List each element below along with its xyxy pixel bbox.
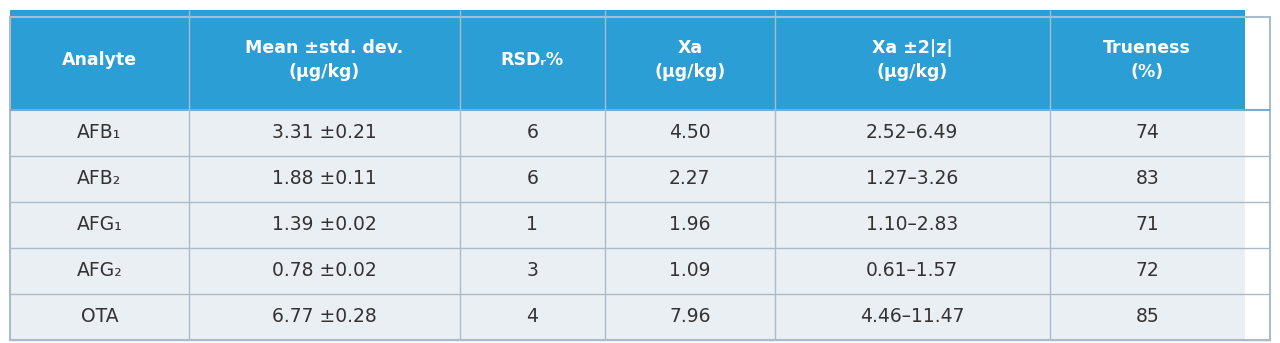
Bar — [189, 10, 460, 110]
Bar — [10, 248, 189, 294]
Bar — [774, 294, 1050, 340]
Text: OTA: OTA — [81, 308, 118, 327]
Bar — [10, 294, 189, 340]
Bar — [460, 156, 604, 202]
Text: Xa
(μg/kg): Xa (μg/kg) — [654, 39, 726, 81]
Bar — [189, 294, 460, 340]
Text: 7.96: 7.96 — [669, 308, 710, 327]
Bar — [189, 110, 460, 156]
Bar — [1050, 202, 1244, 248]
Text: AFG₂: AFG₂ — [77, 261, 123, 281]
Bar — [604, 110, 774, 156]
Bar — [460, 202, 604, 248]
Text: Xa ±2|z|
(μg/kg): Xa ±2|z| (μg/kg) — [872, 39, 952, 81]
Text: 3.31 ±0.21: 3.31 ±0.21 — [271, 123, 376, 142]
Bar — [1050, 294, 1244, 340]
Bar — [460, 248, 604, 294]
Bar — [774, 202, 1050, 248]
Text: 1.39 ±0.02: 1.39 ±0.02 — [271, 215, 376, 235]
Bar — [1050, 156, 1244, 202]
Text: 3: 3 — [526, 261, 538, 281]
Bar — [10, 10, 189, 110]
Bar — [1050, 248, 1244, 294]
Text: 6: 6 — [526, 123, 538, 142]
Text: 1.09: 1.09 — [669, 261, 710, 281]
Bar — [774, 10, 1050, 110]
Bar — [604, 10, 774, 110]
Text: 1.96: 1.96 — [669, 215, 710, 235]
Bar — [604, 248, 774, 294]
Bar — [1050, 110, 1244, 156]
Text: Trueness
(%): Trueness (%) — [1103, 39, 1192, 81]
Bar — [774, 248, 1050, 294]
Text: 4.46–11.47: 4.46–11.47 — [860, 308, 964, 327]
Text: 72: 72 — [1135, 261, 1158, 281]
Bar — [189, 202, 460, 248]
Bar — [604, 202, 774, 248]
Text: 4: 4 — [526, 308, 539, 327]
Text: Mean ±std. dev.
(μg/kg): Mean ±std. dev. (μg/kg) — [246, 39, 403, 81]
Text: Analyte: Analyte — [61, 51, 137, 69]
Bar — [774, 156, 1050, 202]
Text: 0.61–1.57: 0.61–1.57 — [867, 261, 959, 281]
Text: AFB₁: AFB₁ — [77, 123, 122, 142]
Bar — [189, 248, 460, 294]
Bar — [189, 156, 460, 202]
Text: 6: 6 — [526, 169, 538, 189]
Text: 1.10–2.83: 1.10–2.83 — [867, 215, 959, 235]
Bar — [10, 202, 189, 248]
Bar — [1050, 10, 1244, 110]
Text: 71: 71 — [1135, 215, 1158, 235]
Bar — [774, 110, 1050, 156]
Text: 83: 83 — [1135, 169, 1158, 189]
Text: 2.27: 2.27 — [669, 169, 710, 189]
Text: 6.77 ±0.28: 6.77 ±0.28 — [271, 308, 376, 327]
Text: AFB₂: AFB₂ — [77, 169, 122, 189]
Text: 74: 74 — [1135, 123, 1160, 142]
Text: 85: 85 — [1135, 308, 1158, 327]
Bar — [10, 110, 189, 156]
Text: RSDᵣ%: RSDᵣ% — [500, 51, 563, 69]
Text: 0.78 ±0.02: 0.78 ±0.02 — [271, 261, 376, 281]
Text: 1: 1 — [526, 215, 538, 235]
Text: AFG₁: AFG₁ — [77, 215, 123, 235]
Bar — [460, 10, 604, 110]
Bar — [460, 110, 604, 156]
Text: 1.27–3.26: 1.27–3.26 — [867, 169, 959, 189]
Bar — [10, 156, 189, 202]
Text: 4.50: 4.50 — [669, 123, 710, 142]
Text: 1.88 ±0.11: 1.88 ±0.11 — [271, 169, 376, 189]
Bar — [460, 294, 604, 340]
Bar — [604, 156, 774, 202]
Bar — [604, 294, 774, 340]
Text: 2.52–6.49: 2.52–6.49 — [867, 123, 959, 142]
